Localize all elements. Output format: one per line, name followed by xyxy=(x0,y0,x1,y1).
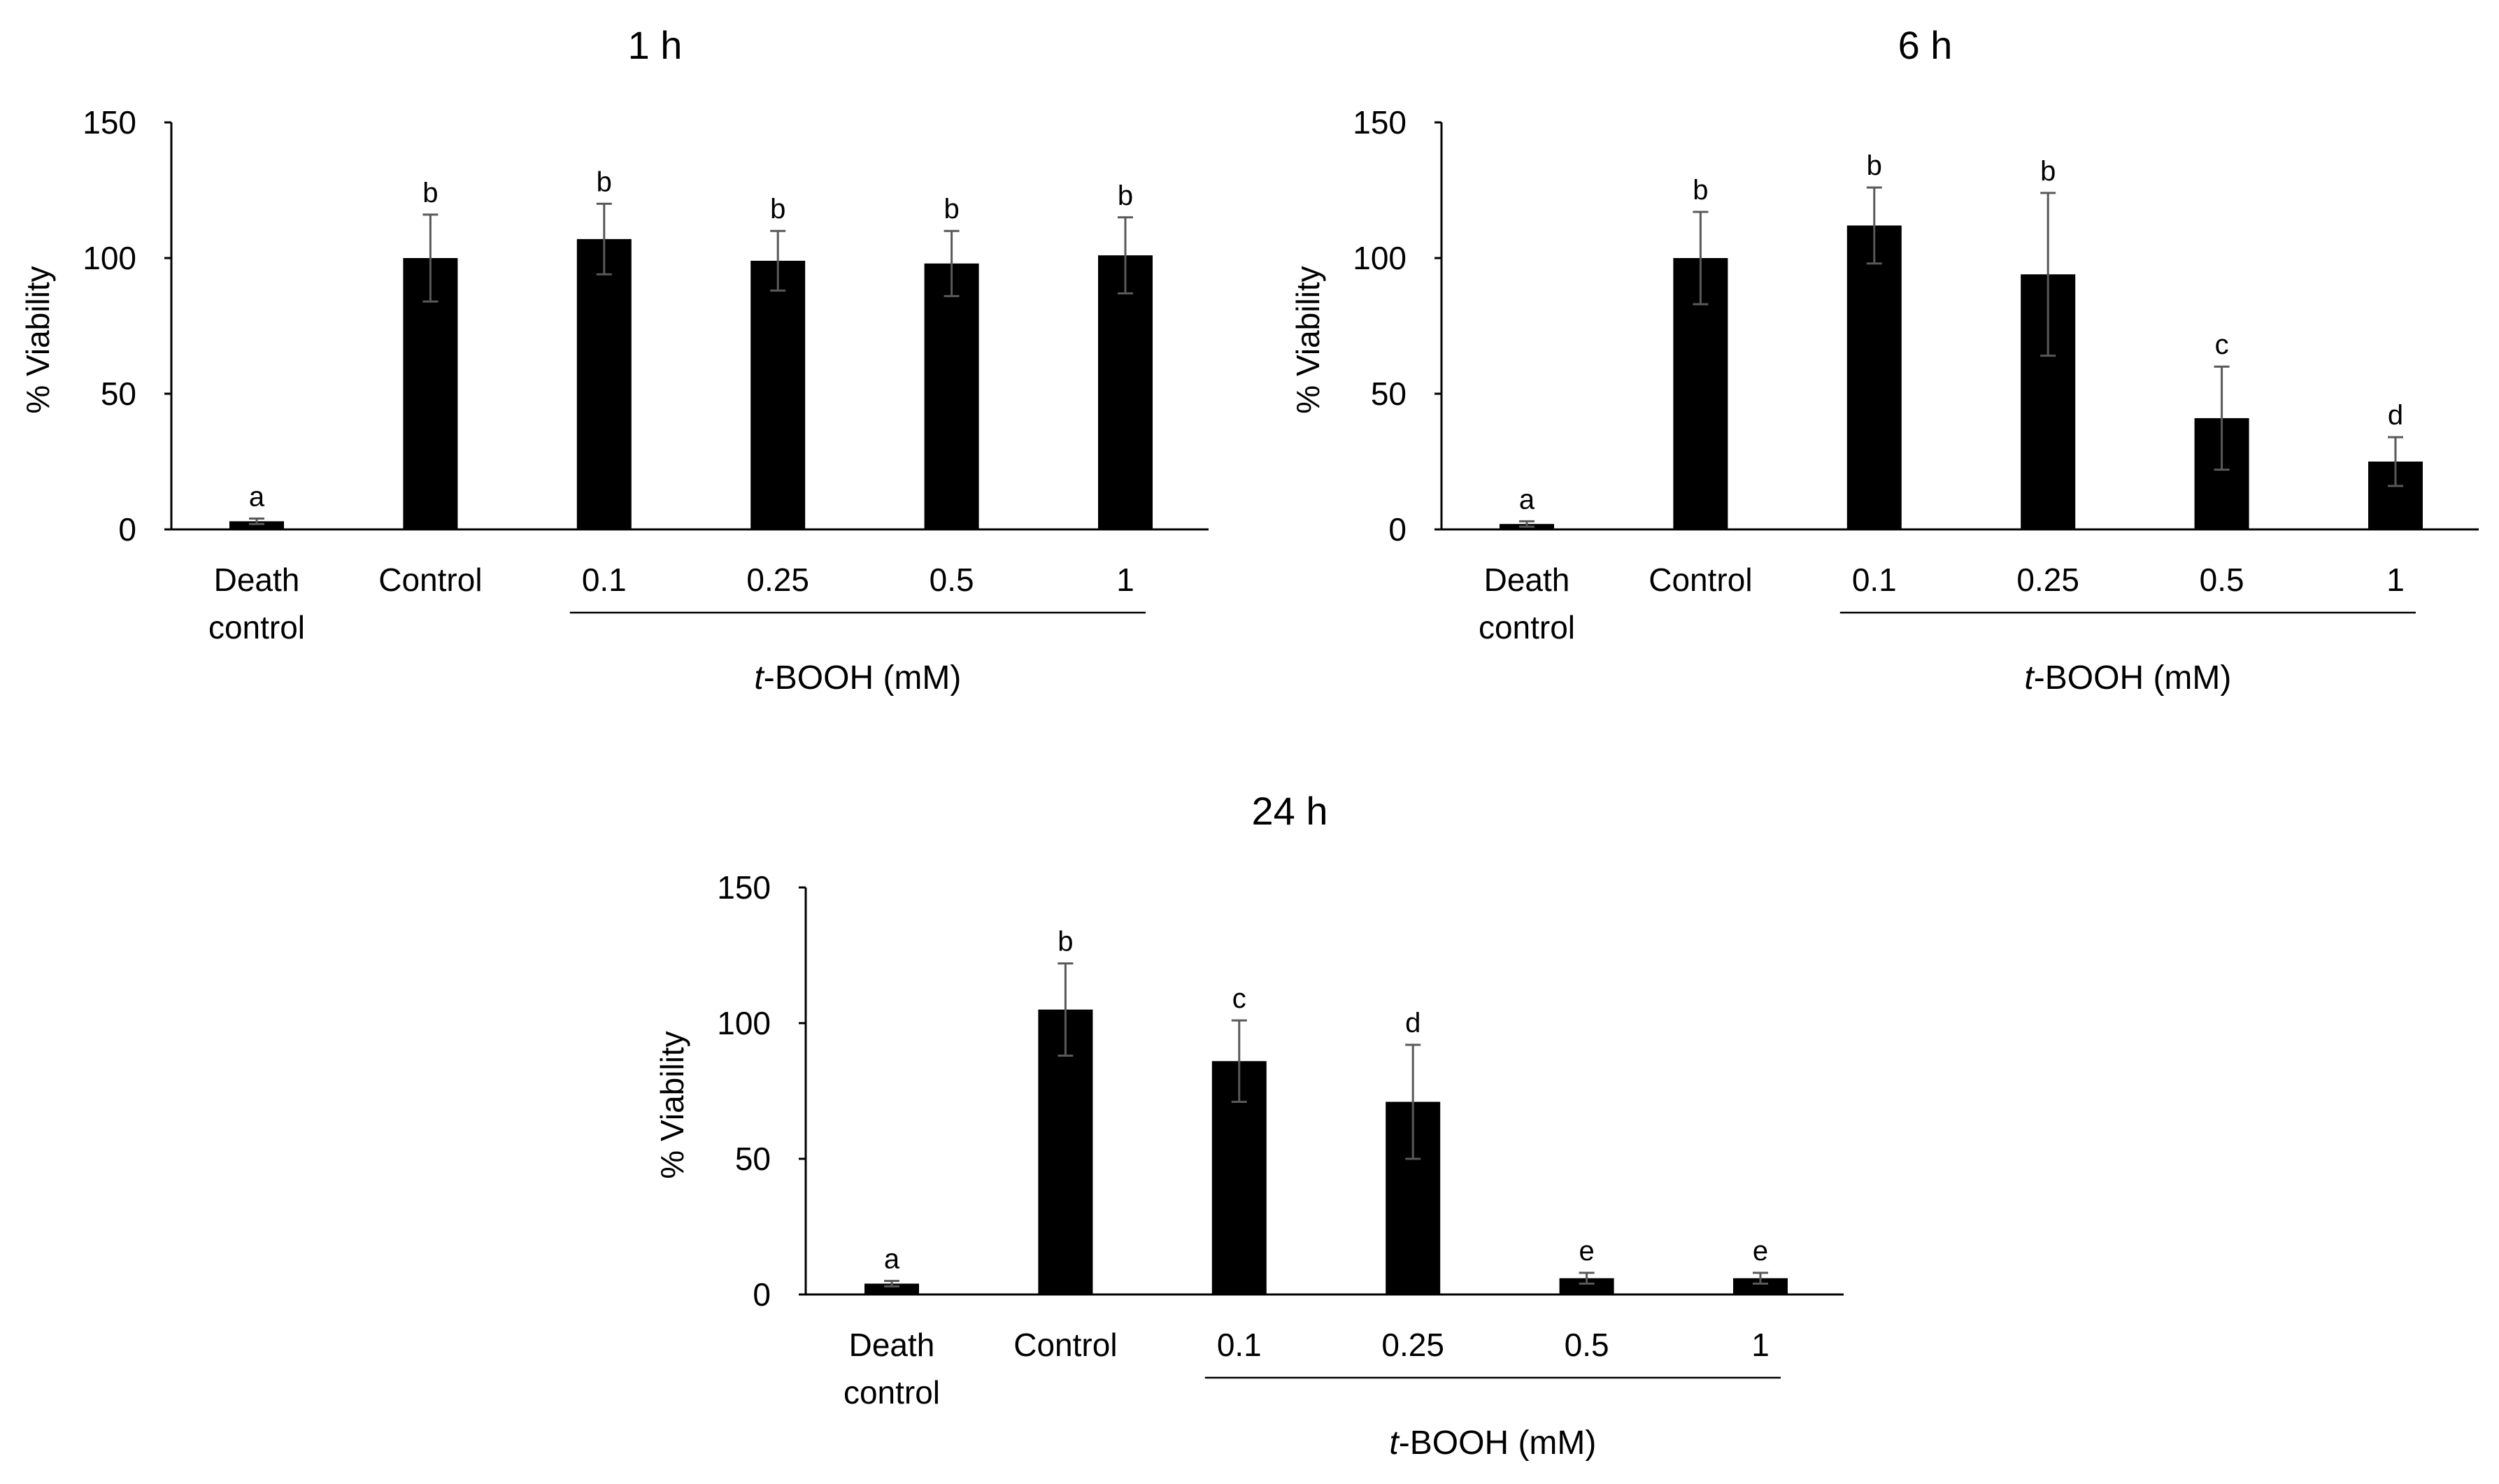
category-label: 0.1 xyxy=(1852,562,1897,598)
y-axis-title: % Viability xyxy=(654,1031,690,1178)
chart-title: 1 h xyxy=(628,23,683,67)
x-axis-group-label-rest: -BOOH (mM) xyxy=(1399,1425,1597,1462)
bar xyxy=(576,238,632,529)
y-tick-label: 50 xyxy=(735,1141,771,1177)
category-label: 0.5 xyxy=(930,562,974,598)
significance-letter: b xyxy=(1118,180,1133,211)
bar xyxy=(1559,1278,1614,1294)
y-tick-label: 100 xyxy=(1353,240,1407,276)
category-label: Death xyxy=(1484,562,1570,598)
x-axis-group-label-rest: -BOOH (mM) xyxy=(2034,659,2232,697)
significance-letter: b xyxy=(422,178,438,208)
significance-letter: b xyxy=(2040,156,2056,187)
significance-letter: b xyxy=(1058,927,1073,957)
chart-panel-2: 6 h 0 50 100 150 % Viability a Death control b Con… xyxy=(1290,23,2479,697)
chart-panel-3: 24 h 0 50 100 150 % Viability a Death control b Co… xyxy=(654,789,1844,1462)
y-tick-label: 100 xyxy=(83,240,136,276)
bar xyxy=(924,263,979,529)
significance-letter: b xyxy=(770,194,785,224)
significance-letter: b xyxy=(1867,150,1882,181)
category-label: Death xyxy=(849,1327,935,1363)
y-tick-label: 50 xyxy=(101,376,136,412)
category-label: Control xyxy=(1013,1327,1117,1363)
category-label: 0.1 xyxy=(1217,1327,1262,1363)
y-axis-title: % Viability xyxy=(1290,266,1326,413)
category-label: 0.25 xyxy=(2016,562,2079,598)
bar xyxy=(229,521,284,529)
y-axis-title: % Viability xyxy=(20,266,56,413)
bar xyxy=(1733,1278,1788,1294)
x-axis-group-label: t-BOOH (mM) xyxy=(2024,659,2231,697)
significance-letter: a xyxy=(1519,484,1535,515)
category-label: Control xyxy=(1649,562,1752,598)
bar xyxy=(403,258,458,529)
category-label: 0.25 xyxy=(1381,1327,1444,1363)
chart-title: 24 h xyxy=(1252,789,1328,833)
category-label: Control xyxy=(378,562,482,598)
significance-letter: e xyxy=(1579,1236,1594,1267)
significance-letter: d xyxy=(1405,1008,1421,1039)
chart-panel-1: 1 h 0 50 100 150 % Viability a Death control b Con… xyxy=(20,23,1209,697)
significance-letter: e xyxy=(1753,1236,1768,1267)
category-label: 0.5 xyxy=(1565,1327,1609,1363)
bar xyxy=(1846,225,1902,529)
y-tick-label: 150 xyxy=(1353,104,1407,141)
bar xyxy=(1038,1009,1093,1294)
category-label: 0.5 xyxy=(2200,562,2244,598)
category-label: 1 xyxy=(1116,562,1134,598)
significance-letter: a xyxy=(884,1244,900,1275)
y-tick-label: 0 xyxy=(753,1276,771,1313)
y-tick-label: 150 xyxy=(83,104,136,141)
chart-title: 6 h xyxy=(1898,23,1953,67)
significance-letter: d xyxy=(2388,400,2403,431)
significance-letter: c xyxy=(2215,329,2229,360)
category-label: control xyxy=(1479,609,1575,645)
y-tick-label: 0 xyxy=(118,511,136,548)
bar xyxy=(750,260,806,529)
bar xyxy=(1098,255,1153,529)
significance-letter: a xyxy=(249,481,265,512)
category-label: 1 xyxy=(1751,1327,1770,1363)
category-label: 1 xyxy=(2386,562,2405,598)
x-axis-group-label: t-BOOH (mM) xyxy=(1389,1425,1596,1462)
significance-letter: b xyxy=(1693,175,1708,206)
y-tick-label: 150 xyxy=(717,869,771,906)
x-axis-group-label-italic: t xyxy=(754,659,764,697)
significance-letter: b xyxy=(944,194,959,224)
x-axis-group-label-rest: -BOOH (mM) xyxy=(764,659,962,697)
category-label: 0.25 xyxy=(746,562,809,598)
bar xyxy=(864,1283,919,1294)
significance-letter: b xyxy=(597,166,612,197)
y-tick-label: 100 xyxy=(717,1005,771,1041)
x-axis-group-label: t-BOOH (mM) xyxy=(754,659,961,697)
significance-letter: c xyxy=(1232,983,1246,1014)
category-label: control xyxy=(843,1374,940,1411)
x-axis-group-label-italic: t xyxy=(2024,659,2035,697)
category-label: Death xyxy=(214,562,300,598)
y-tick-label: 50 xyxy=(1371,376,1407,412)
category-label: control xyxy=(208,609,305,645)
y-tick-label: 0 xyxy=(1388,511,1407,548)
category-label: 0.1 xyxy=(582,562,627,598)
x-axis-group-label-italic: t xyxy=(1389,1425,1400,1462)
